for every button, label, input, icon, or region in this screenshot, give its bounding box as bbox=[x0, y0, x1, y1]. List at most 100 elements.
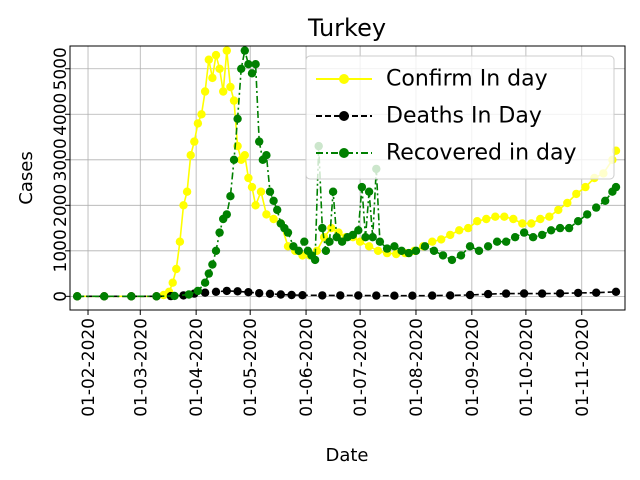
data-point bbox=[573, 288, 583, 298]
data-point bbox=[592, 203, 601, 212]
data-point bbox=[537, 230, 547, 240]
legend-box bbox=[305, 55, 615, 180]
y-tick-label: 4000 bbox=[51, 93, 71, 136]
y-tick-label: 1000 bbox=[51, 229, 71, 272]
data-point bbox=[215, 228, 224, 237]
data-point bbox=[573, 217, 583, 226]
data-point bbox=[168, 278, 177, 287]
data-point bbox=[564, 223, 574, 233]
data-point bbox=[545, 212, 554, 221]
legend-marker bbox=[339, 111, 349, 121]
data-point bbox=[244, 173, 253, 183]
data-point bbox=[170, 291, 179, 301]
data-point bbox=[390, 291, 399, 300]
data-point bbox=[501, 289, 511, 298]
data-point bbox=[244, 59, 253, 69]
data-point bbox=[247, 182, 257, 192]
data-point bbox=[354, 291, 363, 300]
data-point bbox=[375, 237, 385, 246]
y-axis-label: Cases bbox=[16, 151, 37, 204]
data-point bbox=[229, 96, 239, 105]
data-point bbox=[204, 269, 213, 278]
data-point bbox=[251, 59, 260, 69]
data-point bbox=[518, 219, 527, 228]
data-point bbox=[537, 289, 547, 298]
legend-marker bbox=[339, 74, 349, 84]
data-point bbox=[546, 226, 556, 235]
data-point bbox=[240, 46, 249, 55]
data-point bbox=[327, 223, 336, 233]
data-point bbox=[237, 64, 246, 74]
data-point bbox=[273, 205, 282, 215]
data-point bbox=[208, 260, 217, 269]
data-point bbox=[325, 237, 334, 246]
data-point bbox=[256, 187, 266, 196]
data-point bbox=[501, 237, 511, 246]
data-point bbox=[100, 292, 109, 301]
data-point bbox=[300, 237, 309, 246]
data-point bbox=[382, 244, 392, 253]
x-tick-label: 01-09-2020 bbox=[463, 318, 483, 417]
data-point bbox=[226, 82, 235, 92]
data-point bbox=[262, 210, 271, 219]
chart-title: Turkey bbox=[307, 14, 386, 42]
y-tick-label: 5000 bbox=[51, 47, 71, 90]
data-point bbox=[193, 286, 203, 296]
data-point bbox=[527, 219, 536, 228]
data-point bbox=[509, 214, 518, 224]
data-point bbox=[226, 192, 235, 201]
data-point bbox=[233, 114, 242, 124]
x-tick-label: 01-07-2020 bbox=[351, 318, 371, 417]
data-point bbox=[500, 212, 509, 221]
data-point bbox=[464, 223, 473, 233]
x-ticks: 01-02-2020 01-03-2020 01-04-2020 01-05-2020… bbox=[79, 310, 593, 417]
y-tick-label: 3000 bbox=[51, 138, 71, 181]
data-point bbox=[265, 187, 275, 196]
data-point bbox=[554, 205, 563, 215]
data-point bbox=[222, 286, 231, 296]
data-point bbox=[555, 223, 565, 233]
x-tick-label: 01-05-2020 bbox=[241, 318, 261, 417]
x-tick-label: 01-04-2020 bbox=[187, 318, 207, 417]
data-point bbox=[172, 264, 181, 274]
x-tick-label: 01-03-2020 bbox=[131, 318, 151, 417]
data-point bbox=[519, 228, 529, 237]
data-point bbox=[197, 110, 206, 119]
data-point bbox=[321, 246, 331, 255]
data-point bbox=[152, 292, 161, 301]
series-recovered-in-day bbox=[73, 46, 621, 301]
data-point bbox=[465, 290, 475, 300]
legend-label: Deaths In Day bbox=[386, 104, 542, 129]
data-point bbox=[483, 289, 493, 299]
data-point bbox=[127, 292, 136, 301]
data-point bbox=[219, 87, 228, 96]
data-point bbox=[269, 196, 278, 205]
data-point bbox=[73, 292, 82, 301]
legend: Confirm In day Deaths In Day Recovered in … bbox=[305, 55, 615, 180]
data-point bbox=[510, 233, 520, 242]
data-point bbox=[211, 287, 221, 296]
data-point bbox=[262, 151, 271, 160]
data-point bbox=[368, 233, 377, 242]
data-point bbox=[364, 242, 374, 251]
data-point bbox=[428, 237, 437, 246]
legend-item: Deaths In Day bbox=[316, 104, 542, 129]
data-point bbox=[222, 46, 231, 55]
legend-item: Recovered in day bbox=[316, 141, 577, 166]
x-tick-label: 01-08-2020 bbox=[407, 318, 427, 417]
data-point bbox=[482, 214, 491, 224]
data-point bbox=[247, 69, 257, 78]
data-point bbox=[294, 246, 303, 255]
data-point bbox=[287, 290, 296, 300]
legend-item: Confirm In day bbox=[316, 67, 548, 92]
data-point bbox=[328, 187, 338, 196]
data-point bbox=[211, 246, 221, 255]
data-point bbox=[492, 237, 502, 246]
x-tick-label: 01-02-2020 bbox=[79, 318, 99, 417]
plot-frame bbox=[69, 45, 626, 311]
data-point bbox=[222, 210, 231, 219]
data-point bbox=[473, 217, 482, 226]
data-point bbox=[528, 233, 538, 242]
data-point bbox=[255, 137, 264, 146]
